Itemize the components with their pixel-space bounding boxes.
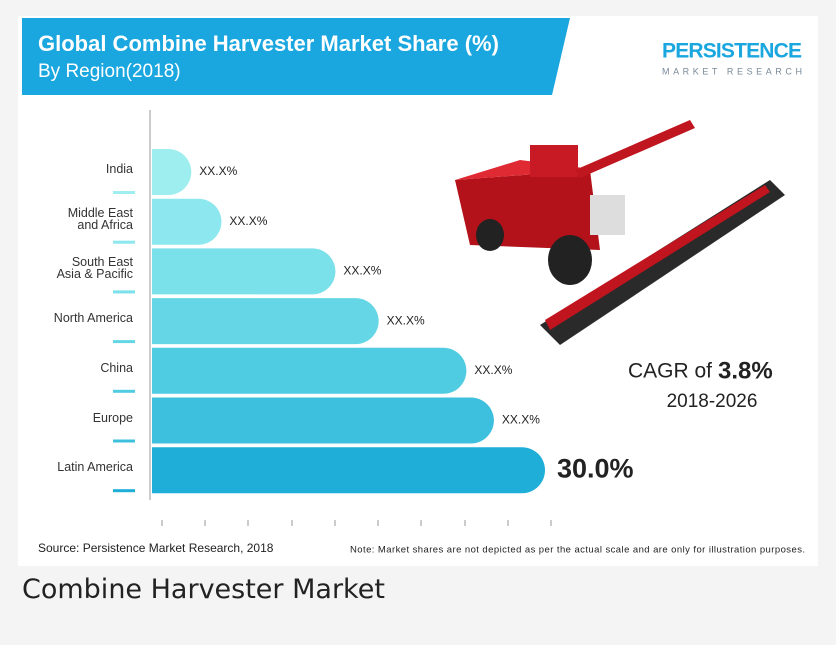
category-label: South East Asia & Pacific [56,255,133,282]
category-dash [113,290,135,294]
bar [152,298,379,345]
bar [152,447,545,494]
bar [152,347,467,394]
category-label: China [100,360,133,375]
category-label: Europe [92,410,133,425]
value-label: XX.X% [502,413,540,427]
cagr-prefix: CAGR of [628,360,712,383]
value-label: XX.X% [474,363,512,377]
cagr-value: 3.8% [718,357,773,384]
value-label: XX.X% [229,214,267,228]
category-dash [113,340,135,344]
chart-subtitle: By Region(2018) [38,61,181,82]
chart-title: Global Combine Harvester Market Share (%… [38,31,499,56]
bar [152,397,494,444]
bar [152,248,336,295]
axis-ticks [161,520,552,526]
category-label: India [105,162,133,176]
bar [152,149,192,195]
logo-tagline: MARKET RESEARCH [662,66,802,76]
caption: Combine Harvester Market [22,574,385,605]
category-dash [113,439,135,443]
category-label: North America [53,311,133,326]
note: Note: Market shares are not depicted as … [350,545,805,556]
chart: Global Combine Harvester Market Share (%… [22,18,805,556]
category-dash [113,240,135,244]
harvester-illustration [455,120,785,345]
title-banner [22,18,570,95]
source: Source: Persistence Market Research, 201… [38,541,274,555]
bar [152,198,222,245]
category-dash [113,389,135,393]
category-dash [113,191,135,194]
value-label: XX.X% [199,164,237,178]
value-label: 30.0% [557,453,634,483]
logo-name: PERSISTENCE [662,40,802,63]
category-label: Middle East and Africa [67,205,133,232]
cagr-period: 2018-2026 [667,391,758,412]
value-label: XX.X% [387,313,425,327]
category-dash [113,489,135,493]
category-label: Latin America [57,460,133,475]
value-label: XX.X% [343,264,381,278]
